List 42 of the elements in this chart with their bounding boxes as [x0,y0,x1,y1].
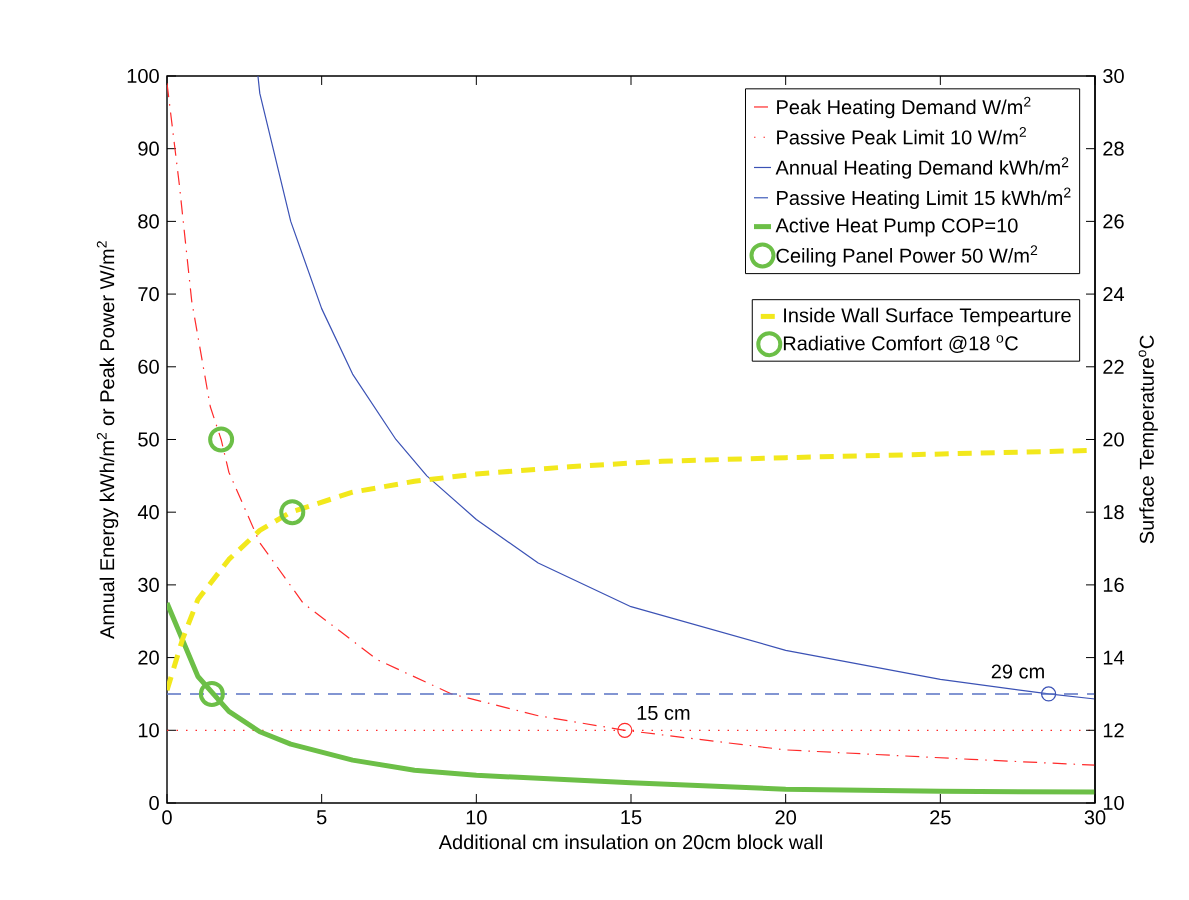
x-tick-label: 0 [162,810,172,825]
legend-label: Passive Peak Limit 10 W/m$^{2}$ [777,127,1026,145]
legend-label: Active Heat Pump COP=10 [775,217,1018,237]
x-axis-title: Additional cm insulation on 20cm block wall [438,834,822,850]
y2-tick-label: 12 [1103,723,1124,738]
annotation: 15 cm [637,705,690,720]
x-tick-label: 25 [930,810,951,825]
y-tick-label: 70 [138,287,159,302]
x-tick-label: 5 [316,810,327,825]
y-tick-label: 30 [138,577,159,592]
y2-tick-label: 24 [1103,287,1125,302]
y2-axis-title: Surface Temperature$^{o}$C [1138,335,1158,544]
y-tick-label: 60 [138,359,159,374]
y-axis-title: Annual Energy kWh/m$^{2}$ or Peak Power W/m$^{2}$ [96,241,119,639]
y2-tick-label: 10 [1103,795,1124,811]
y-tick-label: 10 [138,723,159,738]
legend-label: Annual Heating Demand kWh/m$^{2}$ [775,157,1069,179]
y-tick-label: 0 [149,795,159,811]
y-tick-label: 80 [138,214,159,229]
y2-tick-label: 30 [1103,68,1124,84]
y-tick-label: 100 [127,68,159,84]
y2-tick-label: 20 [1103,432,1124,447]
y-tick-label: 90 [138,141,159,156]
y2-tick-label: 14 [1103,650,1125,665]
legend-label: Inside Wall Surface Tempearture [784,307,1071,327]
x-tick-label: 20 [775,810,797,825]
y-tick-label: 20 [138,650,159,665]
y2-tick-label: 18 [1103,505,1124,520]
y-tick-label: 50 [138,432,159,447]
x-tick-label: 15 [621,810,642,825]
y-tick-label: 40 [137,505,159,520]
x-tick-label: 30 [1084,810,1106,825]
annotation: 29 cm [991,664,1044,679]
legend-label: Radiative Comfort @18 $^{o}$C [783,335,1018,353]
y2-tick-label: 28 [1103,141,1124,156]
legend-label: Passive Heating Limit 15 kWh/m$^{2}$ [777,187,1071,210]
legend-label: Peak Heating Demand W/m$^{2}$ [777,96,1031,119]
y2-tick-label: 26 [1103,214,1124,229]
x-tick-label: 10 [466,810,487,825]
y2-tick-label: 16 [1103,577,1124,592]
y2-tick-label: 22 [1103,359,1124,374]
legend-label: Ceiling Panel Power 50 W/m$^{2}$ [776,245,1038,267]
